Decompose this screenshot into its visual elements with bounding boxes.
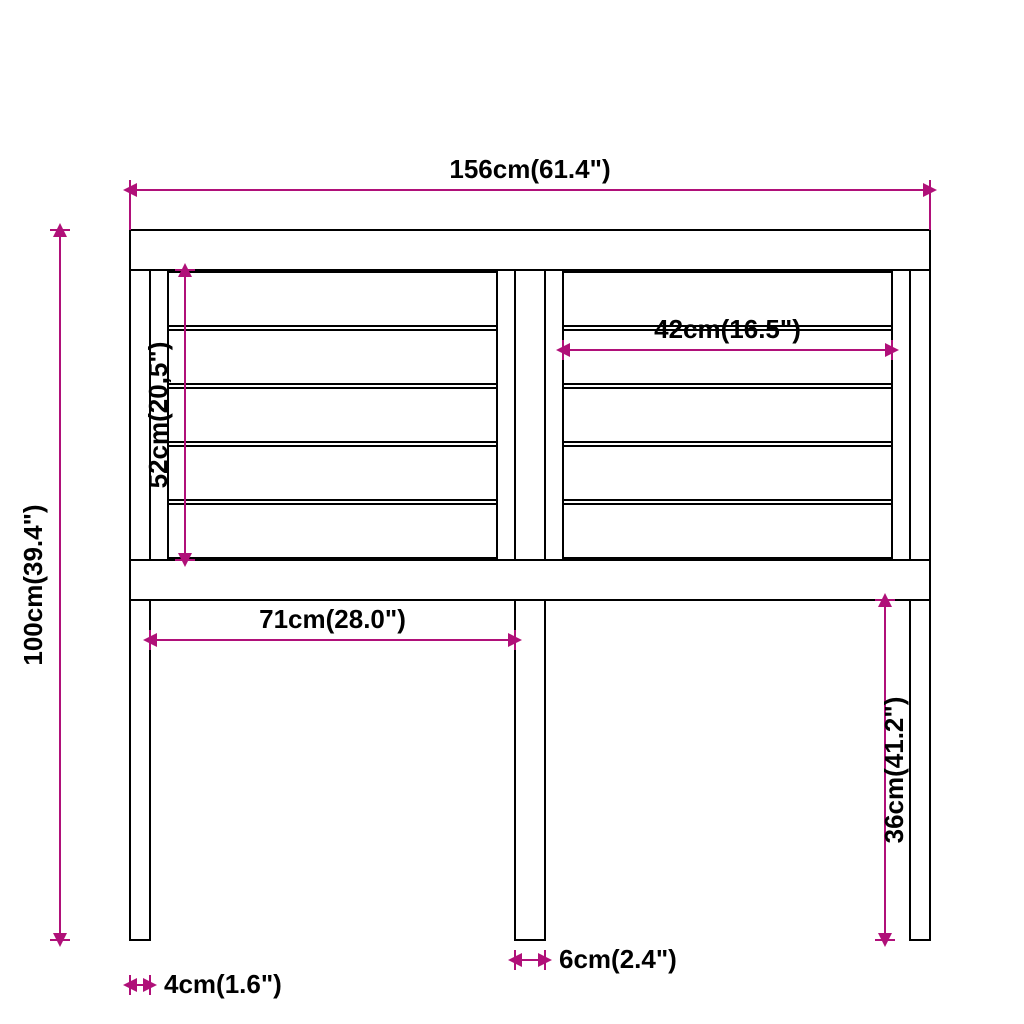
dim-out-leg-width: 4cm(1.6") [164,969,282,999]
headboard-dimension-diagram: 156cm(61.4") 100cm(39.4") 52cm(20,5") 42cm(… [0,0,1024,1024]
dim-total-width: 156cm(61.4") [449,154,610,184]
furniture-outline [130,230,930,940]
dim-leg-height: 36cm(41.2") [879,697,909,844]
dim-mid-leg-width: 6cm(2.4") [559,944,677,974]
dim-total-height: 100cm(39.4") [18,504,48,665]
dim-slat-height: 52cm(20,5") [143,342,173,489]
dim-inner-width: 42cm(16.5") [654,314,801,344]
dim-half-width: 71cm(28.0") [259,604,406,634]
